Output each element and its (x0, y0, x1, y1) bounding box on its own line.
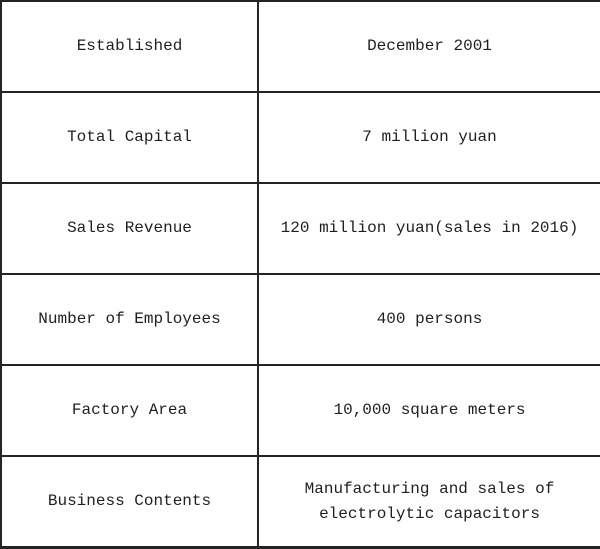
row-label-cell: Business Contents (0, 455, 259, 549)
row-value-cell: 400 persons (257, 273, 600, 366)
table-row: Established December 2001 (0, 0, 600, 93)
table-row: Total Capital 7 million yuan (0, 91, 600, 184)
row-value-cell: 7 million yuan (257, 91, 600, 184)
row-label-cell: Factory Area (0, 364, 259, 457)
row-value-cell: December 2001 (257, 0, 600, 93)
row-label-cell: Number of Employees (0, 273, 259, 366)
row-label-cell: Total Capital (0, 91, 259, 184)
row-label-cell: Sales Revenue (0, 182, 259, 275)
table-row: Number of Employees 400 persons (0, 273, 600, 366)
row-value-cell: 120 million yuan(sales in 2016) (257, 182, 600, 275)
row-label-cell: Established (0, 0, 259, 93)
row-value-cell: 10,000 square meters (257, 364, 600, 457)
table-row: Sales Revenue 120 million yuan(sales in … (0, 182, 600, 275)
table-row: Factory Area 10,000 square meters (0, 364, 600, 457)
row-value-cell: Manufacturing and sales of electrolytic … (257, 455, 600, 549)
table-row: Business Contents Manufacturing and sale… (0, 455, 600, 549)
